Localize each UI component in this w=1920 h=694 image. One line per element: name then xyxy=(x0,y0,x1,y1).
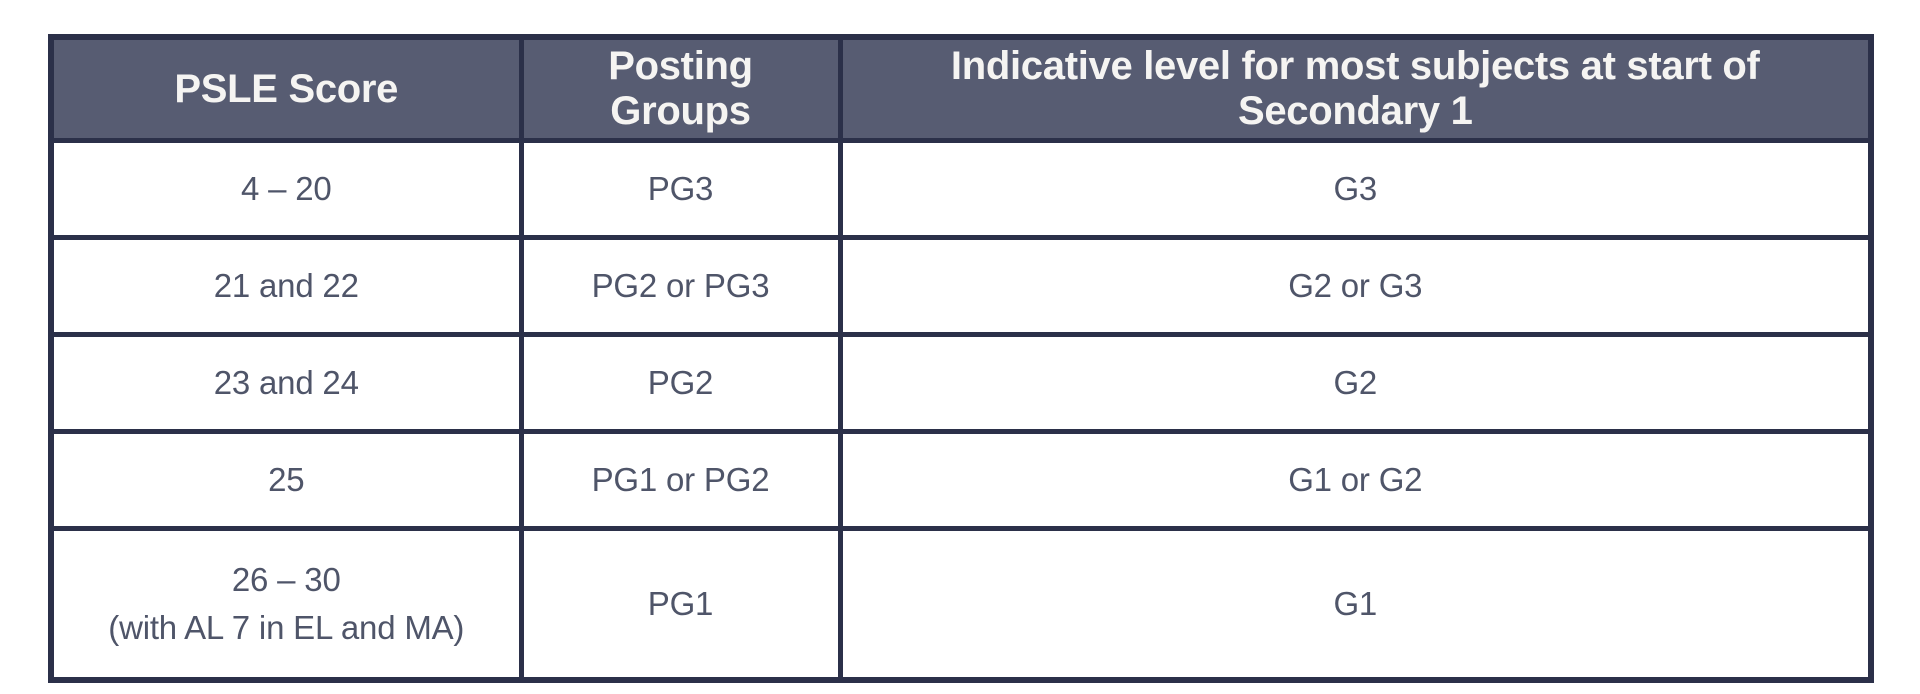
table-body: 4 – 20 PG3 G3 21 and 22 PG2 or PG3 G2 or… xyxy=(48,138,1874,683)
psle-posting-table-container: PSLE Score Posting Groups Indicative lev… xyxy=(48,34,1874,683)
cell-posting-group: PG1 or PG2 xyxy=(518,429,843,531)
cell-indicative-level: G1 xyxy=(837,526,1874,683)
cell-indicative-level: G2 xyxy=(837,332,1874,434)
cell-psle-score: 21 and 22 xyxy=(48,235,524,337)
cell-posting-group: PG3 xyxy=(518,138,843,240)
table-header: PSLE Score Posting Groups Indicative lev… xyxy=(48,34,1874,143)
column-header-posting-groups: Posting Groups xyxy=(518,34,843,143)
cell-indicative-level: G2 or G3 xyxy=(837,235,1874,337)
cell-posting-group: PG2 or PG3 xyxy=(518,235,843,337)
table-row: 4 – 20 PG3 G3 xyxy=(48,138,1874,240)
cell-posting-group: PG2 xyxy=(518,332,843,434)
cell-psle-score: 26 – 30 (with AL 7 in EL and MA) xyxy=(48,526,524,683)
table-row: 21 and 22 PG2 or PG3 G2 or G3 xyxy=(48,235,1874,337)
table-row: 26 – 30 (with AL 7 in EL and MA) PG1 G1 xyxy=(48,526,1874,683)
cell-psle-score: 25 xyxy=(48,429,524,531)
column-header-indicative-level: Indicative level for most subjects at st… xyxy=(837,34,1874,143)
cell-indicative-level: G3 xyxy=(837,138,1874,240)
table-row: 25 PG1 or PG2 G1 or G2 xyxy=(48,429,1874,531)
psle-posting-table: PSLE Score Posting Groups Indicative lev… xyxy=(48,34,1874,683)
header-row: PSLE Score Posting Groups Indicative lev… xyxy=(48,34,1874,143)
column-header-psle-score: PSLE Score xyxy=(48,34,524,143)
cell-posting-group: PG1 xyxy=(518,526,843,683)
table-row: 23 and 24 PG2 G2 xyxy=(48,332,1874,434)
cell-indicative-level: G1 or G2 xyxy=(837,429,1874,531)
cell-psle-score: 4 – 20 xyxy=(48,138,524,240)
cell-psle-score: 23 and 24 xyxy=(48,332,524,434)
